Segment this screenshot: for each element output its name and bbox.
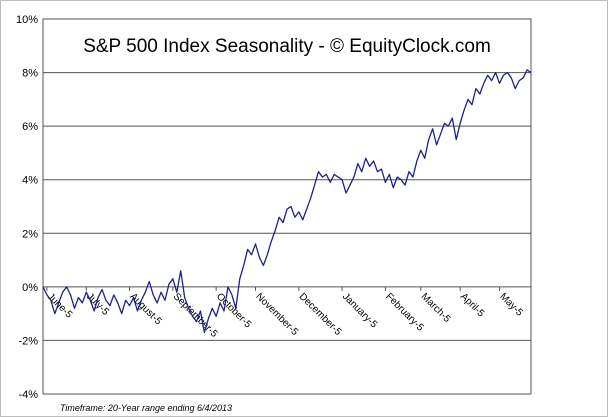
footnote: Timeframe: 20-Year range ending 6/4/2013 bbox=[60, 403, 232, 413]
y-tick-label: 10% bbox=[16, 14, 38, 26]
y-tick-label: -4% bbox=[18, 389, 38, 401]
chart-title: S&P 500 Index Seasonality - © EquityCloc… bbox=[83, 36, 491, 57]
y-tick-label: 4% bbox=[22, 175, 38, 187]
plot-border bbox=[42, 18, 532, 395]
data-line bbox=[42, 69, 532, 334]
y-tick-label: 0% bbox=[22, 282, 38, 294]
y-tick-label: 6% bbox=[22, 121, 38, 133]
y-tick-label: 2% bbox=[22, 228, 38, 240]
y-tick-label: -2% bbox=[18, 335, 38, 347]
y-tick-label: 8% bbox=[22, 68, 38, 80]
